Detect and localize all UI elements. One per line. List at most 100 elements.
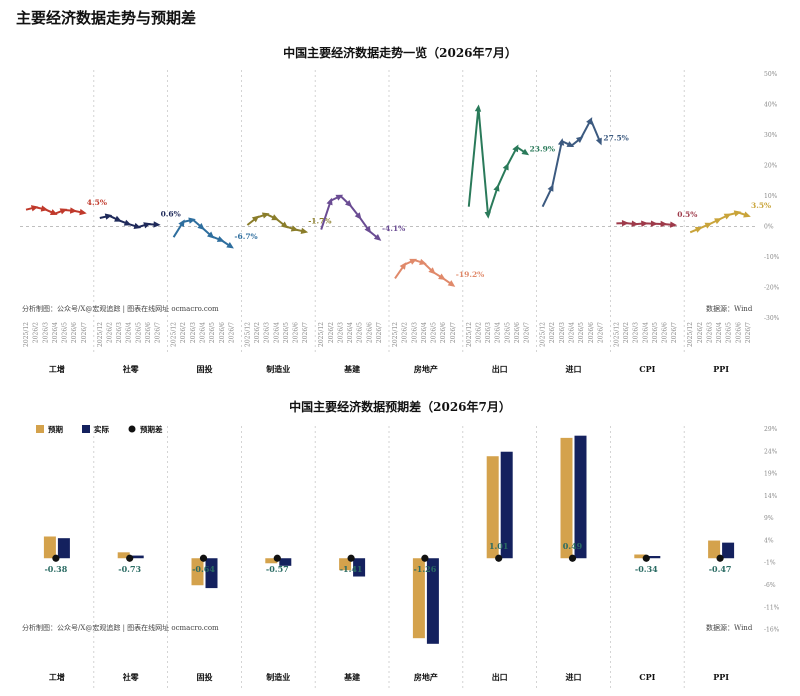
legend-dot	[128, 425, 136, 433]
data-point-制造业	[290, 225, 299, 232]
data-point-出口	[474, 104, 482, 112]
data-point-社零	[114, 215, 122, 222]
y-tick-label: 30%	[764, 132, 778, 139]
data-point-基建	[373, 233, 382, 241]
x-tick-label: 2026/5	[431, 322, 438, 343]
x-tick-label: 2025/12	[392, 322, 399, 347]
data-point-固投	[197, 222, 205, 230]
category-label-基建: 基建	[343, 364, 361, 374]
data-point-PPI	[704, 222, 713, 229]
bar-actual-PPI	[722, 542, 735, 559]
end-value-label-制造业: -1.7%	[308, 217, 331, 226]
x-tick-label: 2026/4	[347, 322, 354, 343]
bar-actual-制造业	[279, 558, 292, 566]
x-tick-label: 2026/2	[402, 322, 409, 343]
x-tick-label: 2026/4	[716, 322, 723, 343]
data-point-PPI	[733, 210, 742, 217]
x-tick-label: 2026/7	[376, 322, 383, 343]
category-label-房地产: 房地产	[414, 364, 438, 374]
category-label-制造业: 制造业	[266, 364, 290, 374]
x-tick-label: 2026/5	[504, 322, 511, 343]
category-label-固投: 固投	[197, 364, 213, 374]
data-point-CPI	[660, 220, 668, 228]
diff-dot-固投	[199, 554, 208, 562]
diff-dot-出口	[495, 554, 503, 562]
x-tick-label: 2026/5	[578, 322, 585, 343]
category-label-工增: 工增	[49, 672, 65, 682]
diff-label-房地产: -1.26	[413, 564, 436, 574]
x-tick-label: 2026/4	[273, 322, 280, 343]
bar-actual-出口	[500, 451, 513, 559]
category-label-固投: 固投	[197, 672, 213, 682]
y-tick-label: -30%	[764, 315, 780, 322]
data-point-房地产	[409, 258, 418, 265]
x-tick-label: 2026/6	[440, 322, 447, 343]
x-tick-label: 2026/7	[671, 322, 678, 343]
x-tick-label: 2026/3	[559, 322, 566, 343]
data-point-出口	[484, 211, 491, 219]
bar-actual-固投	[205, 558, 218, 589]
data-point-工增	[49, 209, 58, 216]
category-label-PPI: PPI	[713, 364, 729, 374]
data-point-制造业	[280, 221, 289, 229]
y-tick-label: 14%	[764, 493, 778, 500]
end-value-label-房地产: -19.2%	[456, 270, 485, 279]
data-point-房地产	[447, 280, 456, 287]
x-tick-label: 2025/12	[613, 322, 620, 347]
x-tick-label: 2025/12	[244, 322, 251, 347]
data-point-基建	[335, 194, 344, 201]
end-value-label-PPI: 3.5%	[751, 201, 771, 210]
diff-dot-PPI	[716, 554, 724, 562]
data-point-房地产	[399, 262, 407, 270]
end-value-label-社零: 0.6%	[161, 210, 181, 219]
y-tick-label: -6%	[764, 582, 776, 589]
data-point-进口	[586, 117, 593, 125]
x-tick-label: 2026/3	[485, 322, 492, 343]
y-tick-label: -20%	[764, 285, 780, 292]
data-point-CPI	[650, 220, 658, 227]
data-point-固投	[178, 219, 185, 227]
data-point-工增	[40, 205, 49, 212]
data-point-进口	[566, 141, 575, 147]
x-tick-label: 2026/5	[726, 322, 733, 343]
data-point-社零	[123, 219, 132, 226]
x-tick-label: 2026/4	[52, 322, 59, 343]
y-tick-label: 50%	[764, 71, 778, 78]
data-point-房地产	[438, 273, 446, 281]
x-tick-label: 2026/4	[642, 322, 649, 343]
trend-chart: 50% 40% 30% 20% 10% 0% -10% -20% -30% 分析制图：公众号/X@…	[20, 70, 780, 374]
end-value-label-进口: 27.5%	[603, 134, 628, 143]
legend-label: 预期差	[140, 424, 163, 434]
x-tick-label: 2026/7	[302, 322, 309, 343]
y-tick-label: -1%	[764, 560, 776, 567]
data-point-CPI	[641, 220, 649, 227]
y-tick-label: 20%	[764, 163, 778, 170]
x-tick-label: 2025/12	[97, 322, 104, 347]
bar-expected-CPI	[634, 554, 647, 559]
bar-actual-社零	[131, 555, 144, 559]
x-tick-label: 2025/12	[540, 322, 547, 347]
category-label-社零: 社零	[122, 364, 140, 374]
x-tick-label: 2026/2	[697, 322, 704, 343]
category-label-出口: 出口	[492, 672, 508, 682]
diff-label-工增: -0.38	[44, 564, 67, 574]
source-note-right: 数据源：Wind	[706, 304, 753, 313]
bar-actual-基建	[353, 558, 366, 577]
x-tick-label: 2026/7	[597, 322, 604, 343]
legend-swatch-0	[36, 425, 44, 433]
data-point-工增	[79, 208, 87, 216]
x-tick-label: 2026/5	[62, 322, 69, 343]
diff-dot-进口	[568, 554, 577, 562]
data-point-进口	[575, 136, 584, 143]
legend-swatch-1	[82, 425, 90, 433]
y-tick-label: -10%	[764, 254, 780, 261]
y-tick-label: 19%	[764, 471, 778, 478]
bar-expected-制造业	[265, 558, 278, 564]
x-tick-label: 2025/12	[23, 322, 30, 347]
source-note-left: 分析制图：公众号/X@宏观追踪 | 图表在线网址 ocmacro.com	[22, 623, 219, 632]
x-tick-label: 2026/3	[633, 322, 640, 343]
x-tick-label: 2025/12	[466, 322, 473, 347]
x-tick-label: 2026/2	[623, 322, 630, 343]
x-tick-label: 2026/2	[180, 322, 187, 343]
y-tick-label: 24%	[764, 448, 778, 455]
